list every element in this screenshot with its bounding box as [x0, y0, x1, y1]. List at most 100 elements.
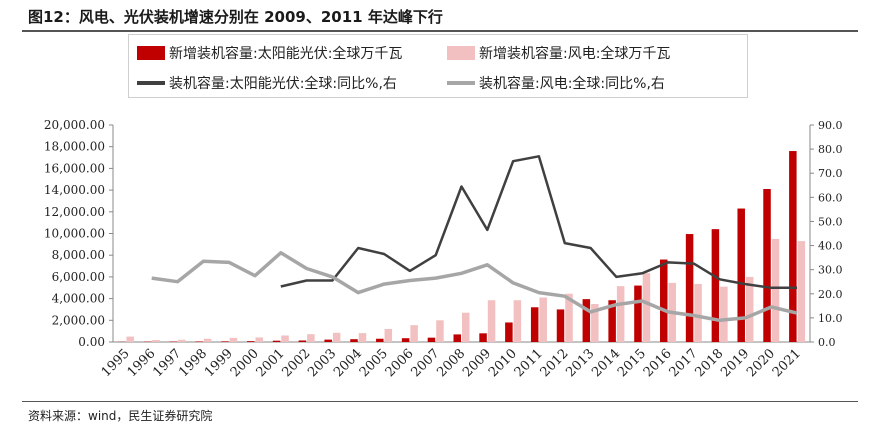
right-tick-label: 80.0 — [818, 143, 843, 156]
right-tick-label: 0.0 — [818, 336, 836, 349]
bar-wind — [487, 300, 496, 342]
bar-solar — [505, 322, 513, 342]
bar-solar — [221, 341, 229, 342]
x-tick-label: 1997 — [150, 346, 184, 380]
legend-item-solar-line: 装机容量:太阳能光伏:全球:同比%,右 — [137, 73, 397, 93]
right-tick-label: 50.0 — [818, 215, 843, 228]
x-tick-label: 2008 — [434, 346, 468, 380]
bar-wind — [539, 297, 547, 342]
legend-label-solar-line: 装机容量:太阳能光伏:全球:同比%,右 — [169, 76, 397, 92]
right-tick-label: 20.0 — [818, 288, 843, 301]
bar-solar — [685, 234, 694, 342]
left-tick-label: 18,000.00 — [44, 140, 105, 154]
combo-chart: 0.00 2,000.00 4,000.00 6,000.00 8,000.00 10,0… — [44, 118, 843, 380]
legend-swatch-solar-bar — [137, 46, 165, 60]
bar-wind — [745, 276, 754, 342]
x-tick-label: 2017 — [667, 346, 701, 380]
legend-label-wind-line: 装机容量:风电:全球:同比%,右 — [479, 76, 665, 92]
x-tick-label: 2019 — [718, 346, 752, 380]
left-tick-label: 10,000.00 — [44, 227, 105, 241]
left-tick-label: 14,000.00 — [44, 183, 105, 197]
bar-solar — [660, 259, 668, 342]
bar-wind — [152, 340, 160, 342]
bar-solar — [298, 340, 307, 342]
bar-solar — [453, 334, 461, 342]
x-tick-label: 2014 — [589, 346, 623, 380]
left-tick-label: 2,000.00 — [52, 313, 105, 327]
x-tick-label: 2010 — [486, 346, 520, 380]
bar-wind — [616, 286, 625, 342]
bar-wind — [720, 286, 728, 342]
bar-wind — [694, 283, 702, 342]
bar-solar — [324, 339, 332, 342]
bar-solar — [530, 307, 539, 342]
x-tick-label: 2001 — [254, 346, 288, 380]
left-tick-label: 8,000.00 — [52, 248, 105, 262]
x-tick-label: 1999 — [202, 346, 236, 380]
x-tick-label: 1995 — [99, 346, 133, 380]
bar-wind — [255, 337, 263, 342]
bar-solar — [711, 229, 720, 342]
x-tick-label: 2021 — [770, 346, 804, 380]
x-tick-label: 2007 — [409, 346, 443, 380]
left-tick-label: 6,000.00 — [52, 270, 105, 284]
right-tick-label: 70.0 — [818, 167, 843, 180]
bar-wind — [797, 241, 806, 342]
x-tick-label: 2012 — [538, 346, 572, 380]
legend-label-wind-bar: 新增装机容量:风电:全球万千瓦 — [479, 46, 671, 62]
bar-wind — [410, 325, 418, 342]
bar-solar — [789, 151, 797, 342]
bar-wind — [591, 304, 599, 342]
bar-solar — [246, 341, 255, 342]
line-wind-yoy — [151, 251, 798, 323]
bar-solar — [401, 338, 410, 342]
bar-solar — [556, 309, 565, 342]
legend: 新增装机容量:太阳能光伏:全球万千瓦 新增装机容量:风电:全球万千瓦 装机容量:… — [128, 34, 748, 98]
bar-solar — [195, 341, 203, 342]
x-tick-label: 2009 — [460, 346, 494, 380]
legend-swatch-wind-line — [447, 81, 475, 85]
bar-wind — [203, 338, 212, 342]
x-tick-label: 2003 — [305, 346, 339, 380]
right-tick-label: 40.0 — [818, 240, 843, 253]
legend-label-solar-bar: 新增装机容量:太阳能光伏:全球万千瓦 — [169, 46, 403, 62]
right-tick-label: 10.0 — [818, 312, 843, 325]
x-tick-label: 2018 — [692, 346, 726, 380]
x-tick-label: 2000 — [228, 346, 262, 380]
x-tick-label: 2015 — [615, 346, 649, 380]
x-tick-label: 2020 — [744, 346, 778, 380]
legend-item-solar-bar: 新增装机容量:太阳能光伏:全球万千瓦 — [137, 43, 402, 63]
legend-swatch-solar-line — [137, 81, 165, 85]
source-note: 资料来源：wind，民生证券研究院 — [28, 409, 213, 423]
line-solar-yoy — [280, 155, 798, 290]
bar-wind — [332, 332, 341, 342]
bottom-rule — [22, 401, 858, 402]
x-tick-label: 2004 — [331, 346, 365, 380]
bar-solar — [350, 339, 358, 342]
right-tick-label: 30.0 — [818, 264, 843, 277]
bar-wind — [281, 335, 289, 342]
bar-wind — [358, 333, 367, 342]
x-tick-label: 2011 — [512, 346, 546, 380]
bar-solar — [737, 208, 745, 342]
bar-wind — [565, 293, 573, 342]
top-rule — [22, 30, 858, 32]
legend-swatch-wind-bar — [447, 46, 475, 60]
left-tick-label: 4,000.00 — [52, 292, 105, 306]
x-tick-label: 1998 — [176, 346, 210, 380]
left-tick-label: 12,000.00 — [44, 205, 105, 219]
legend-item-wind-line: 装机容量:风电:全球:同比%,右 — [447, 73, 665, 93]
x-tick-label: 1996 — [125, 346, 159, 380]
bar-solar — [272, 340, 281, 342]
bar-wind — [462, 312, 470, 342]
bar-solar — [582, 299, 591, 342]
right-tick-label: 90.0 — [818, 119, 843, 132]
bar-wind — [436, 320, 444, 342]
bar-solar — [634, 285, 642, 342]
bar-solar — [479, 333, 487, 342]
bar-solar — [608, 300, 616, 342]
x-tick-label: 2006 — [383, 346, 417, 380]
bar-wind — [178, 339, 186, 342]
bar-wind — [126, 336, 134, 342]
x-tick-label: 2013 — [563, 346, 597, 380]
